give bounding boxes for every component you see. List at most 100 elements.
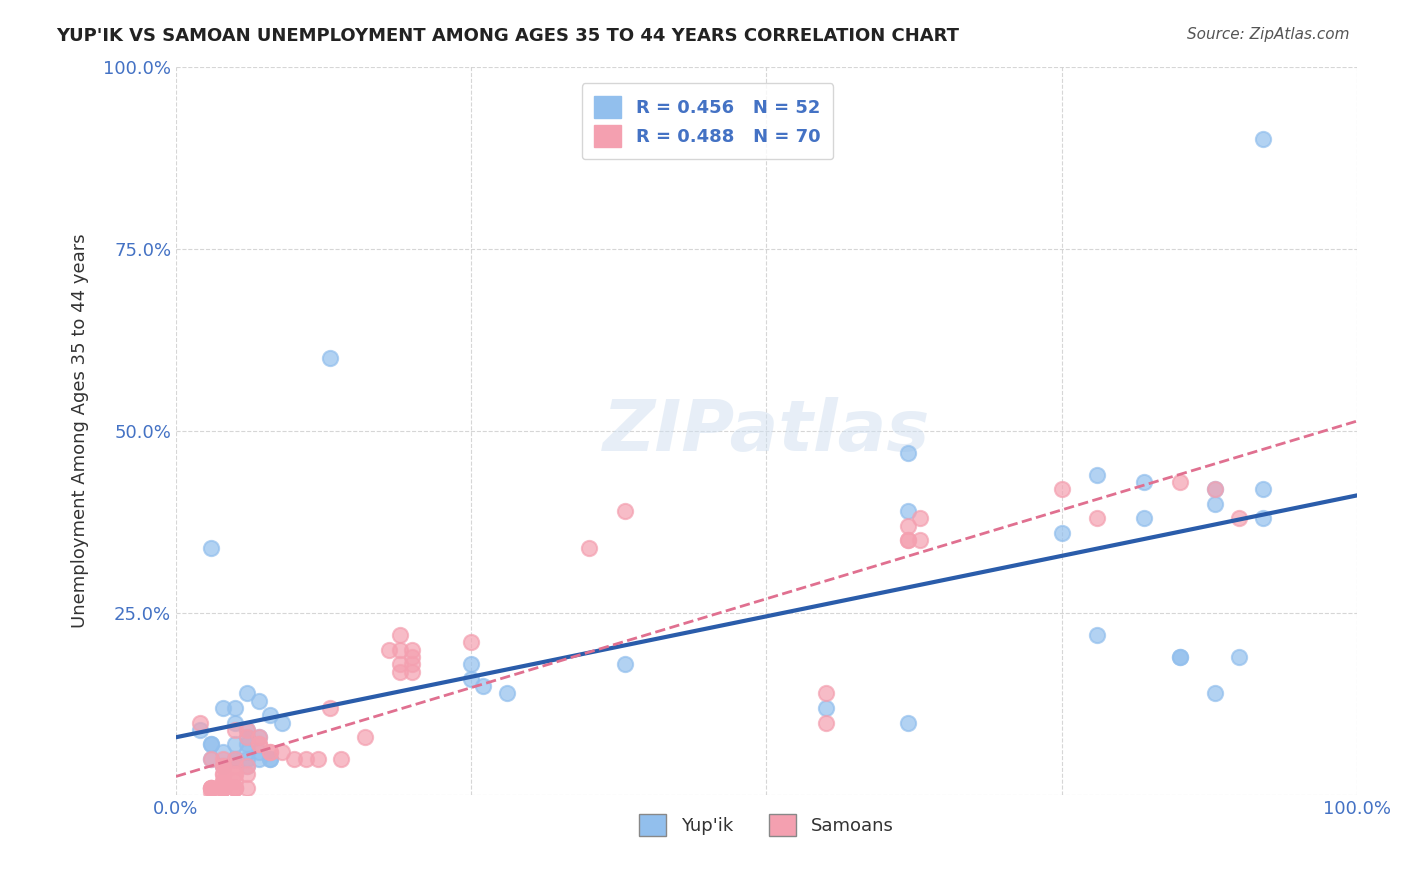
Point bbox=[1251, 511, 1274, 525]
Point bbox=[259, 745, 281, 759]
Point bbox=[212, 759, 235, 773]
Point bbox=[1168, 649, 1191, 664]
Point bbox=[188, 723, 211, 737]
Point bbox=[897, 715, 920, 730]
Point bbox=[1227, 511, 1250, 525]
Point bbox=[1050, 483, 1073, 497]
Point bbox=[200, 781, 222, 796]
Point bbox=[495, 686, 517, 700]
Point bbox=[1085, 628, 1108, 642]
Point bbox=[236, 759, 259, 773]
Point bbox=[212, 759, 235, 773]
Point bbox=[1133, 511, 1156, 525]
Point bbox=[472, 679, 495, 693]
Point bbox=[200, 541, 222, 555]
Point bbox=[897, 518, 920, 533]
Point bbox=[1204, 483, 1226, 497]
Point bbox=[236, 759, 259, 773]
Point bbox=[236, 752, 259, 766]
Point bbox=[212, 781, 235, 796]
Point bbox=[224, 781, 246, 796]
Point bbox=[401, 665, 423, 679]
Point bbox=[212, 752, 235, 766]
Point bbox=[259, 708, 281, 723]
Point bbox=[389, 657, 412, 672]
Point bbox=[389, 628, 412, 642]
Point bbox=[212, 745, 235, 759]
Point bbox=[354, 730, 377, 744]
Point bbox=[224, 766, 246, 780]
Point bbox=[247, 738, 270, 752]
Point bbox=[247, 738, 270, 752]
Point bbox=[247, 693, 270, 707]
Point bbox=[236, 723, 259, 737]
Point bbox=[224, 759, 246, 773]
Point bbox=[814, 715, 837, 730]
Point bbox=[224, 715, 246, 730]
Point bbox=[613, 504, 636, 518]
Point bbox=[401, 642, 423, 657]
Point bbox=[1168, 475, 1191, 489]
Point bbox=[200, 785, 222, 799]
Point bbox=[908, 511, 931, 525]
Point bbox=[200, 781, 222, 796]
Point bbox=[897, 504, 920, 518]
Point bbox=[200, 738, 222, 752]
Point bbox=[1227, 649, 1250, 664]
Y-axis label: Unemployment Among Ages 35 to 44 years: Unemployment Among Ages 35 to 44 years bbox=[72, 234, 89, 628]
Point bbox=[236, 766, 259, 780]
Point bbox=[389, 642, 412, 657]
Point bbox=[460, 635, 482, 649]
Point bbox=[1168, 649, 1191, 664]
Point bbox=[259, 745, 281, 759]
Point bbox=[1085, 511, 1108, 525]
Point bbox=[224, 773, 246, 788]
Point bbox=[401, 649, 423, 664]
Point bbox=[200, 781, 222, 796]
Point bbox=[283, 752, 305, 766]
Point bbox=[212, 781, 235, 796]
Point bbox=[613, 657, 636, 672]
Point bbox=[200, 781, 222, 796]
Legend: Yup'ik, Samoans: Yup'ik, Samoans bbox=[630, 805, 903, 845]
Point bbox=[200, 752, 222, 766]
Point bbox=[377, 642, 399, 657]
Point bbox=[212, 773, 235, 788]
Point bbox=[212, 781, 235, 796]
Point bbox=[236, 738, 259, 752]
Point bbox=[1204, 483, 1226, 497]
Point bbox=[224, 766, 246, 780]
Point bbox=[1204, 686, 1226, 700]
Point bbox=[1251, 132, 1274, 146]
Point bbox=[212, 781, 235, 796]
Point bbox=[212, 766, 235, 780]
Point bbox=[236, 730, 259, 744]
Point bbox=[212, 781, 235, 796]
Point bbox=[389, 665, 412, 679]
Point bbox=[236, 745, 259, 759]
Point bbox=[212, 773, 235, 788]
Text: ZIPatlas: ZIPatlas bbox=[603, 397, 931, 466]
Point bbox=[224, 752, 246, 766]
Point bbox=[1050, 526, 1073, 541]
Point bbox=[330, 752, 353, 766]
Point bbox=[224, 752, 246, 766]
Point bbox=[318, 351, 340, 365]
Point bbox=[814, 686, 837, 700]
Point bbox=[295, 752, 318, 766]
Point bbox=[224, 781, 246, 796]
Point bbox=[271, 715, 294, 730]
Point bbox=[247, 730, 270, 744]
Point bbox=[224, 738, 246, 752]
Point bbox=[224, 752, 246, 766]
Point bbox=[814, 701, 837, 715]
Point bbox=[212, 701, 235, 715]
Point bbox=[188, 715, 211, 730]
Text: Source: ZipAtlas.com: Source: ZipAtlas.com bbox=[1187, 27, 1350, 42]
Point bbox=[247, 730, 270, 744]
Point bbox=[1085, 467, 1108, 482]
Point bbox=[1204, 497, 1226, 511]
Point bbox=[236, 723, 259, 737]
Point bbox=[200, 752, 222, 766]
Point bbox=[259, 752, 281, 766]
